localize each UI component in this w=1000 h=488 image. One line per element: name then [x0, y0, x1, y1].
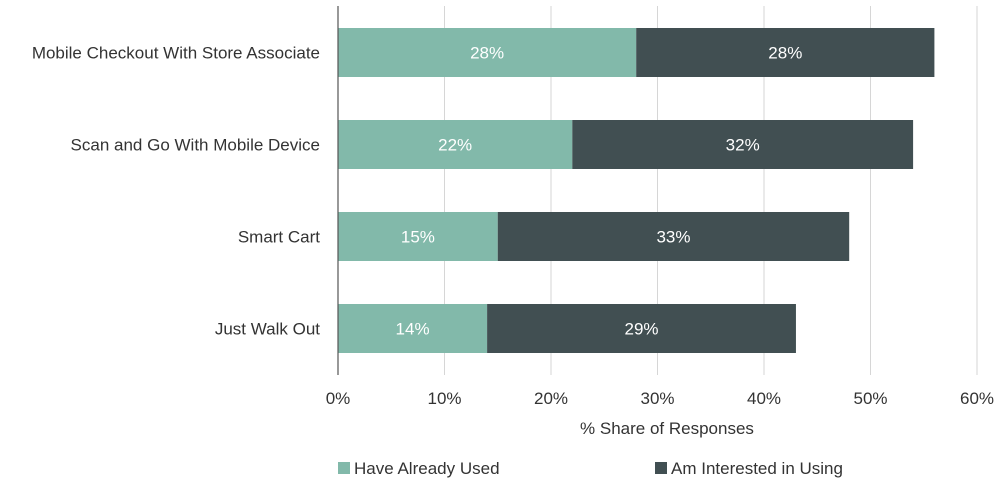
x-tick-label: 30%: [640, 389, 674, 408]
bar-segment: [497, 212, 850, 261]
legend: Have Already Used Am Interested in Using: [338, 459, 843, 478]
bar-segment: [338, 304, 488, 353]
x-tick-label: 40%: [747, 389, 781, 408]
bar-segment: [487, 304, 796, 353]
data-label: 29%: [625, 320, 659, 339]
legend-label: Have Already Used: [354, 459, 500, 478]
category-label: Scan and Go With Mobile Device: [71, 136, 320, 155]
x-tick-label: 50%: [853, 389, 887, 408]
bar-segment: [338, 120, 573, 169]
bars: 28% 28% 22% 32% 15% 33% 14% 29%: [338, 28, 935, 353]
category-label: Smart Cart: [238, 228, 320, 247]
category-label: Just Walk Out: [215, 320, 320, 339]
data-label: 32%: [726, 136, 760, 155]
bar-segment: [636, 28, 935, 77]
axes: 0% 10% 20% 30% 40% 50% 60% Mobile Checkout With…: [32, 6, 994, 408]
x-tick-label: 10%: [427, 389, 461, 408]
data-label: 15%: [401, 228, 435, 247]
data-label: 22%: [438, 136, 472, 155]
x-tick-label: 60%: [960, 389, 994, 408]
x-tick-label: 20%: [534, 389, 568, 408]
bar-segment: [572, 120, 914, 169]
x-tick-label: 0%: [326, 389, 351, 408]
bar-segment: [338, 212, 498, 261]
legend-swatch: [655, 462, 667, 474]
legend-label: Am Interested in Using: [671, 459, 843, 478]
legend-swatch: [338, 462, 350, 474]
data-label: 28%: [470, 44, 504, 63]
category-label: Mobile Checkout With Store Associate: [32, 44, 320, 63]
data-label: 28%: [768, 44, 802, 63]
bar-segment: [338, 28, 637, 77]
x-axis-title: % Share of Responses: [580, 419, 754, 438]
data-label: 14%: [396, 320, 430, 339]
data-label: 33%: [656, 228, 690, 247]
